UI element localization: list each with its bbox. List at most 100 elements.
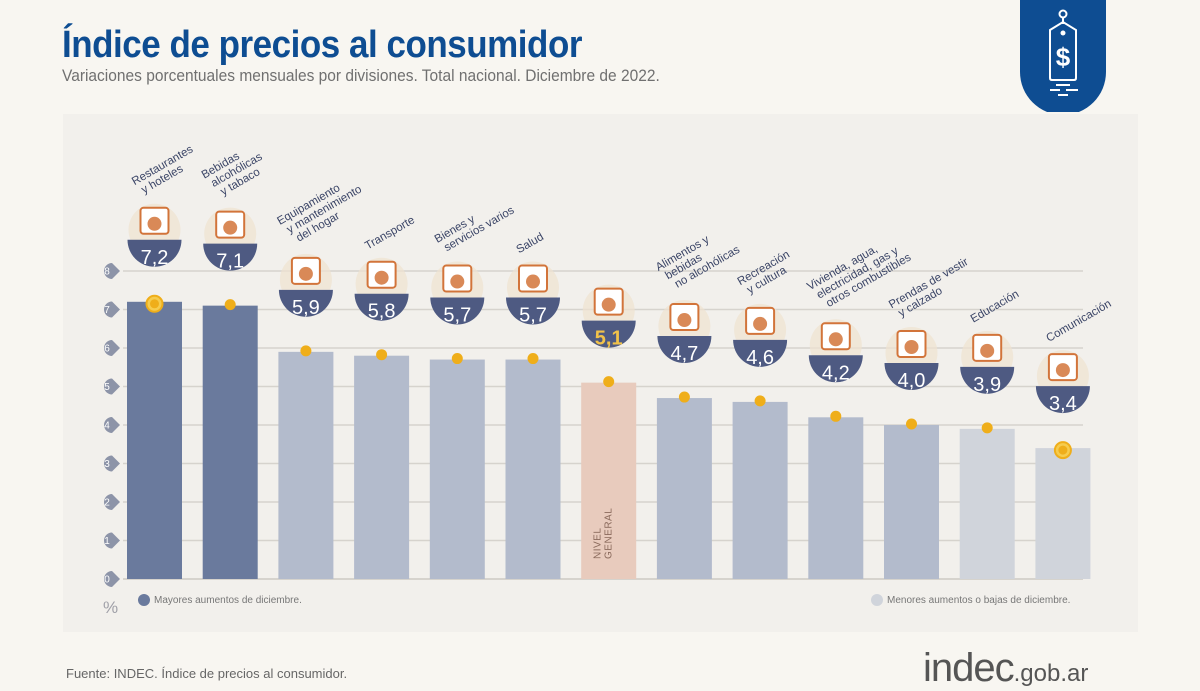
icon-shape: [450, 274, 465, 289]
washing-machine-icon: [290, 256, 321, 285]
value-bubble: [960, 366, 1015, 394]
bar: [884, 425, 939, 579]
legend-low-label: Menores aumentos o bajas de diciembre.: [887, 594, 1071, 606]
value-bubble: [1035, 386, 1090, 414]
value-label: 7,1: [216, 251, 244, 273]
bar: [656, 398, 712, 579]
y-tick-label: 2: [104, 498, 110, 509]
bar-label-group: NIVEL GENERAL: [593, 508, 615, 559]
category-label-line: Salud: [515, 231, 546, 256]
value-label: 3,9: [973, 374, 1001, 396]
category-label: Educación: [969, 288, 1022, 325]
y-tick-label: 0: [104, 575, 110, 586]
restaurant-icon: [139, 206, 170, 235]
wine-tobacco-icon: [215, 210, 246, 239]
legend-low-swatch: [871, 594, 883, 606]
value-marker: [224, 299, 236, 311]
y-tick-marker: [104, 571, 120, 587]
category-label: Salud: [515, 231, 546, 256]
category-label-line: Transporte: [363, 214, 417, 252]
value-bubble: [733, 339, 788, 367]
icon-shape: [526, 274, 540, 289]
icon-shape: [677, 313, 692, 328]
category-label-line: Educación: [969, 288, 1022, 325]
value-marker: [678, 391, 690, 403]
y-tick-label: 8: [104, 267, 110, 278]
value-label: 5,8: [368, 301, 396, 323]
value-marker: [981, 422, 993, 434]
value-label: 3,4: [1049, 393, 1077, 415]
category-label-line: Comunicación: [1044, 298, 1113, 345]
legend-high-swatch: [138, 594, 150, 606]
bar: [429, 359, 485, 579]
value-marker: [906, 418, 917, 430]
value-bubble: [354, 293, 409, 321]
shopping-bag-icon: [593, 287, 624, 316]
value-label: 5,7: [443, 305, 471, 327]
value-label: 4,2: [822, 362, 850, 384]
value-bubble: [278, 289, 333, 317]
value-label: 5,7: [519, 305, 547, 327]
first-aid-icon: [518, 264, 548, 293]
y-tick-label: 1: [104, 536, 110, 547]
y-tick-marker: [104, 263, 120, 279]
bar: [808, 417, 864, 579]
y-tick-marker: [104, 455, 120, 472]
bar: [959, 428, 1015, 579]
icon-shape: [828, 332, 843, 347]
y-tick-label: 6: [104, 344, 110, 355]
bar: [202, 305, 258, 579]
smartphone-icon: [1047, 353, 1078, 382]
icon-shape: [601, 297, 616, 312]
value-label: 5,1: [595, 328, 623, 350]
value-marker: [603, 376, 615, 388]
value-bubble: [506, 297, 560, 325]
y-unit-label: %: [103, 598, 119, 617]
indec-logo: indec.gob.ar: [923, 646, 1088, 691]
page-subtitle: Variaciones porcentuales mensuales por d…: [62, 67, 660, 85]
value-label: 4,7: [670, 343, 698, 365]
logo-main: indec: [923, 646, 1015, 690]
y-tick-marker: [104, 340, 120, 356]
legend-low: Menores aumentos o bajas de diciembre.: [871, 594, 1070, 606]
price-tag-dollar-icon: $: [1020, 0, 1106, 112]
y-tick-marker: [104, 532, 120, 549]
value-bubble: [430, 297, 485, 325]
bar: [354, 355, 410, 579]
value-marker: [527, 353, 539, 365]
category-label: Comunicación: [1044, 298, 1113, 345]
icon-shape: [1055, 363, 1070, 378]
y-tick-label: 4: [104, 421, 110, 432]
bar: [581, 382, 637, 579]
car-sube-icon: [366, 260, 397, 289]
value-bubble: [808, 355, 863, 383]
value-bubble: [127, 239, 182, 267]
value-bubble: [203, 243, 258, 271]
tshirt-shoe-icon: [896, 330, 927, 358]
icon-shape: [223, 220, 238, 235]
value-label: 4,0: [898, 370, 926, 392]
category-label: Transporte: [363, 214, 417, 252]
value-bubble: [884, 363, 939, 390]
scissors-comb-icon: [442, 264, 473, 293]
icon-shape: [374, 270, 389, 285]
icon-shape: [753, 316, 768, 331]
food-icon: [669, 303, 700, 332]
value-marker: [300, 345, 312, 357]
bar: [278, 351, 334, 579]
y-tick-label: 3: [104, 459, 110, 470]
logo-suffix: .gob.ar: [1013, 660, 1089, 687]
legend-high: Mayores aumentos de diciembre.: [138, 594, 302, 606]
bar: [1035, 448, 1091, 579]
bar-label: GENERAL: [604, 508, 615, 559]
page-title: Índice de precios al consumidor: [62, 24, 583, 66]
value-marker: [1058, 445, 1068, 455]
lightbulb-key-icon: [820, 322, 851, 351]
value-marker: [451, 353, 463, 365]
